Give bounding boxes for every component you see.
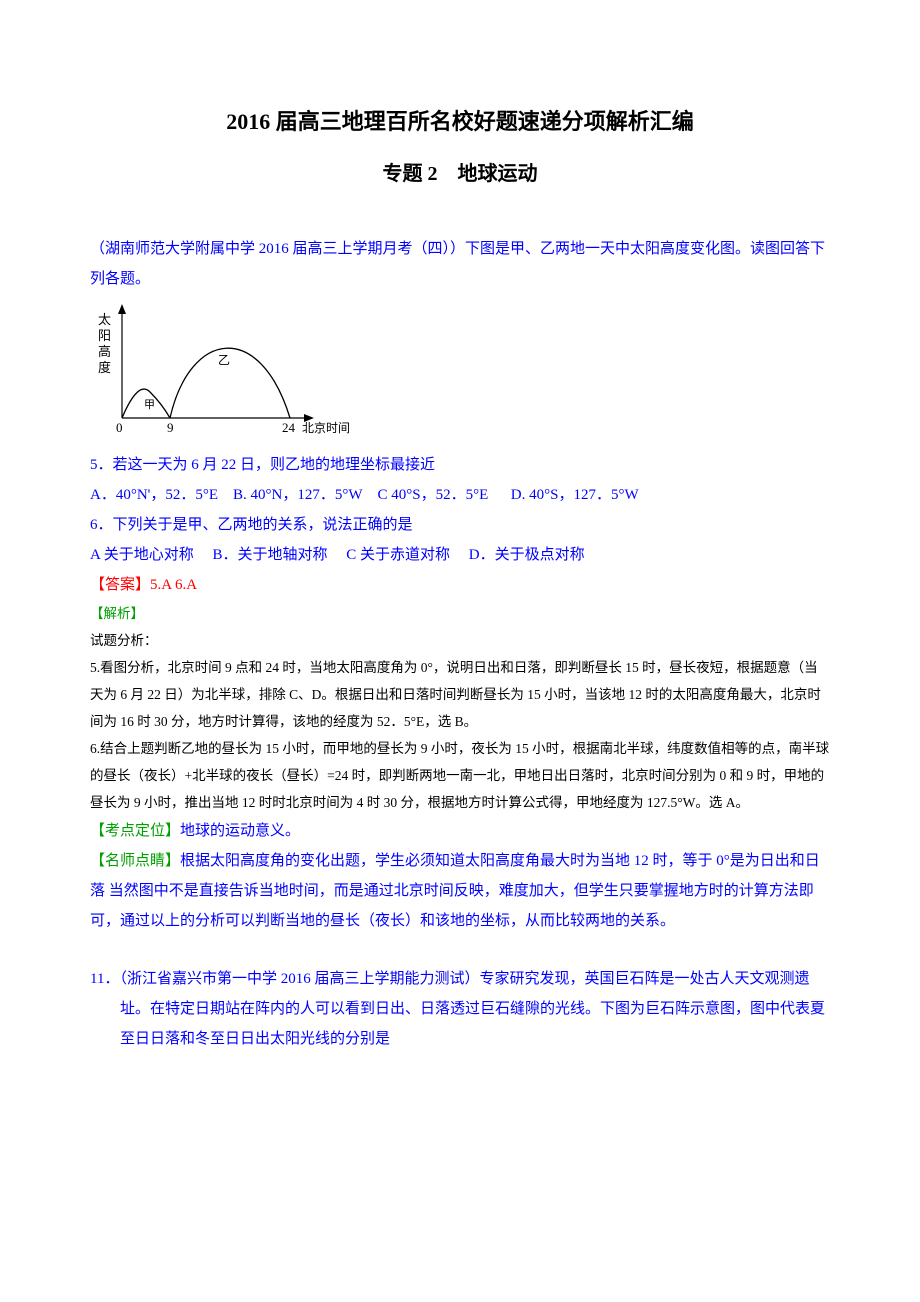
q5-optB: B. 40°N，127．5°W [233,487,363,503]
sun-altitude-graph: 太 阳 高 度 0 甲 乙 9 24 北京时间 [90,300,830,440]
ylabel-char-1: 太 [98,312,111,327]
xlabel: 北京时间 [302,421,350,435]
answer-line: 【答案】5.A 6.A [90,570,830,600]
sub-title: 专题 2 地球运动 [90,154,830,194]
jiexi-label: 【解析】 [90,600,830,627]
q5-optA: A．40°N'，52．5°E [90,487,218,503]
kaodian-text: 地球的运动意义。 [180,823,300,839]
main-title: 2016 届高三地理百所名校好题速递分项解析汇编 [90,100,830,144]
ylabel-char-2: 阳 [98,328,111,343]
q6-options: A 关于地心对称 B．关于地轴对称 C 关于赤道对称 D．关于极点对称 [90,540,830,570]
q6-optD: D．关于极点对称 [469,547,585,563]
dianjing-label: 【名师点睛】 [90,853,180,869]
origin-label: 0 [116,420,123,435]
jiexi-sub: 试题分析： [90,627,830,654]
kaodian-label: 【考点定位】 [90,823,180,839]
source-note-1: （湖南师范大学附属中学 2016 届高三上学期月考（四））下图是甲、乙两地一天中… [90,234,830,294]
q5-optC: C 40°S，52．5°E [378,487,489,503]
q6-optA: A 关于地心对称 [90,547,194,563]
kaodian: 【考点定位】地球的运动意义。 [90,816,830,846]
jiexi-5: 5.看图分析，北京时间 9 点和 24 时，当地太阳高度角为 0°，说明日出和日… [90,654,830,735]
q6-stem: 6．下列关于是甲、乙两地的关系，说法正确的是 [90,510,830,540]
ylabel-char-4: 度 [98,360,111,375]
q6-optB: B．关于地轴对称 [213,547,328,563]
jiexi-6: 6.结合上题判断乙地的昼长为 15 小时，而甲地的昼长为 9 小时，夜长为 15… [90,735,830,816]
label-jia: 甲 [144,399,155,411]
ylabel-char-3: 高 [98,344,111,359]
q5-optD: D. 40°S，127．5°W [511,487,639,503]
q5-stem: 5．若这一天为 6 月 22 日，则乙地的地理坐标最接近 [90,450,830,480]
label-yi: 乙 [218,353,230,367]
q6-optC: C 关于赤道对称 [346,547,450,563]
dianjing-text: 根据太阳高度角的变化出题，学生必须知道太阳高度角最大时为当地 12 时，等于 0… [90,853,820,929]
q5-options: A．40°N'，52．5°E B. 40°N，127．5°W C 40°S，52… [90,480,830,510]
mingshi: 【名师点睛】根据太阳高度角的变化出题，学生必须知道太阳高度角最大时为当地 12 … [90,846,830,936]
q11: 11．（浙江省嘉兴市第一中学 2016 届高三上学期能力测试）专家研究发现，英国… [90,964,830,1054]
xtick-9: 9 [167,420,174,435]
xtick-24: 24 [282,420,296,435]
